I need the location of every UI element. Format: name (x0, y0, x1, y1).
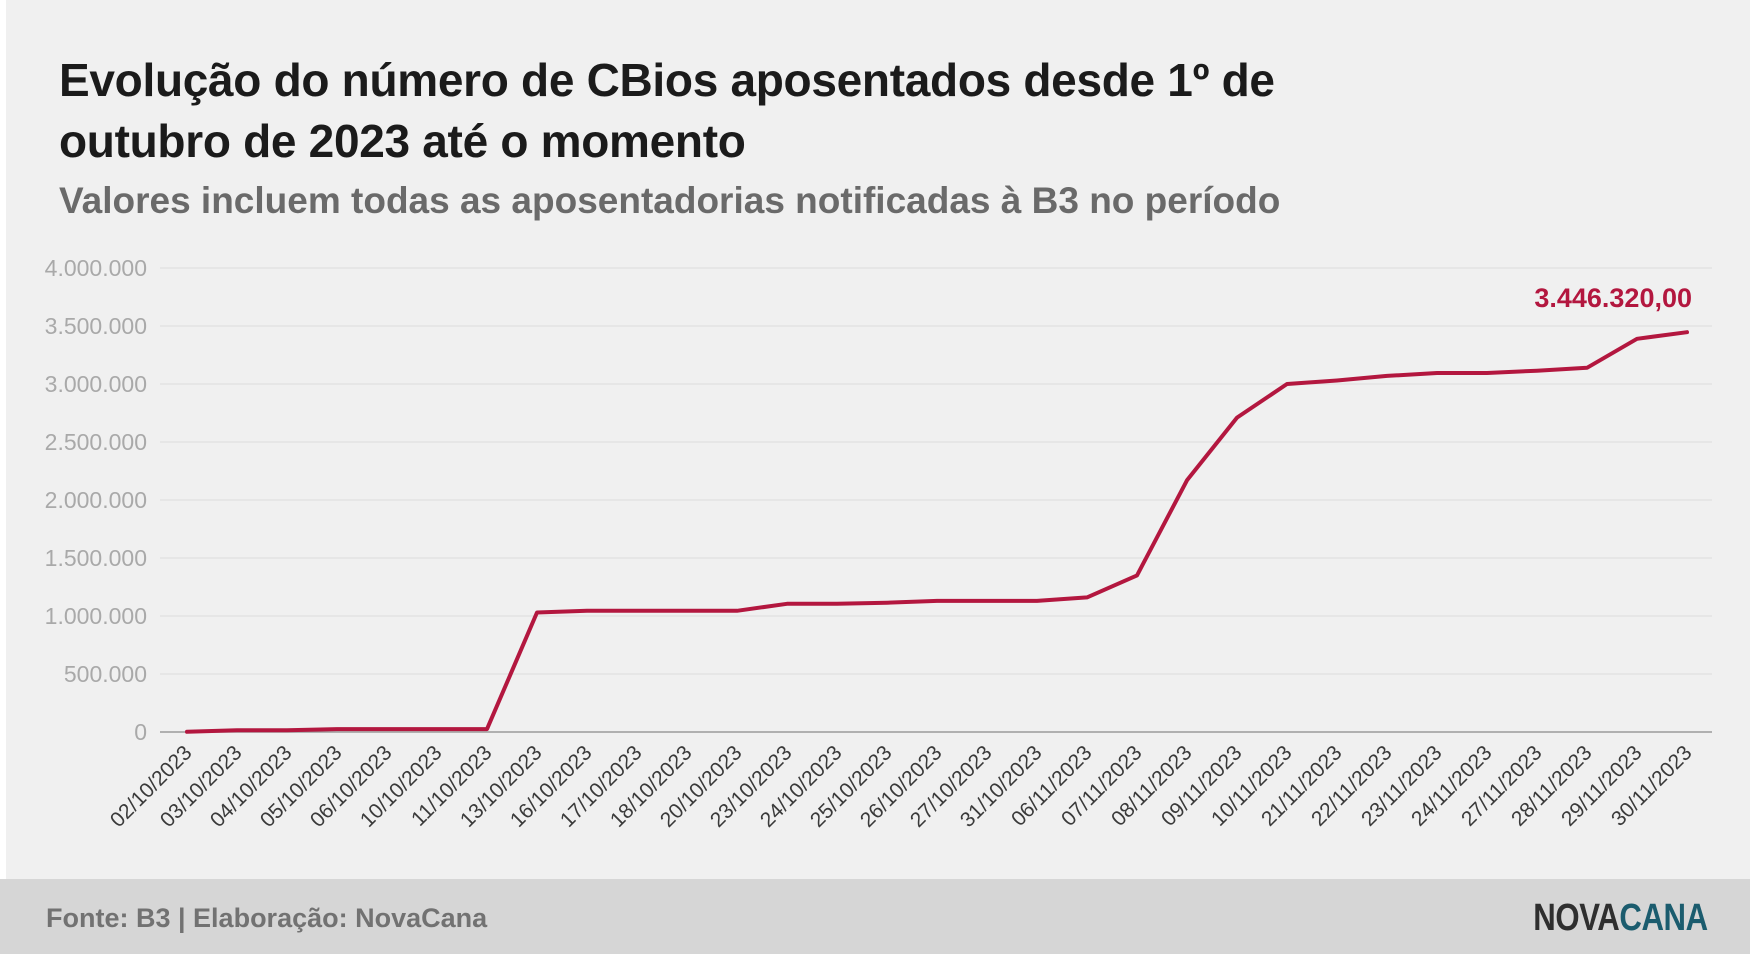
y-tick-label: 1.500.000 (45, 545, 147, 571)
line-chart: 0 500.000 1.000.000 1.500.000 2.000.000 2.500… (45, 255, 1712, 832)
series-line (185, 330, 1689, 734)
y-tick-label: 2.500.000 (45, 429, 147, 455)
y-tick-label: 3.500.000 (45, 313, 147, 339)
chart-card: Evolução do número de CBios aposentados … (6, 0, 1750, 954)
footer-bar: Fonte: B3 | Elaboração: NovaCana NOVACAN… (0, 879, 1750, 954)
y-tick-label: 2.000.000 (45, 487, 147, 513)
y-tick-label: 4.000.000 (45, 255, 147, 281)
chart-subtitle: Valores incluem todas as aposentadorias … (59, 180, 1281, 221)
novacana-logo[interactable]: NOVACANA (1533, 897, 1709, 940)
chart-title: Evolução do número de CBios aposentados … (59, 54, 1275, 167)
last-value-label: 3.446.320,00 (1534, 283, 1692, 313)
y-tick-label: 3.000.000 (45, 371, 147, 397)
y-tick-label: 0 (134, 719, 147, 745)
source-credit: Fonte: B3 | Elaboração: NovaCana (46, 903, 488, 933)
y-tick-label: 1.000.000 (45, 603, 147, 629)
logo-part-cana: CANA (1619, 897, 1709, 939)
logo-part-nova: NOVA (1533, 897, 1620, 939)
y-tick-label: 500.000 (64, 661, 147, 687)
